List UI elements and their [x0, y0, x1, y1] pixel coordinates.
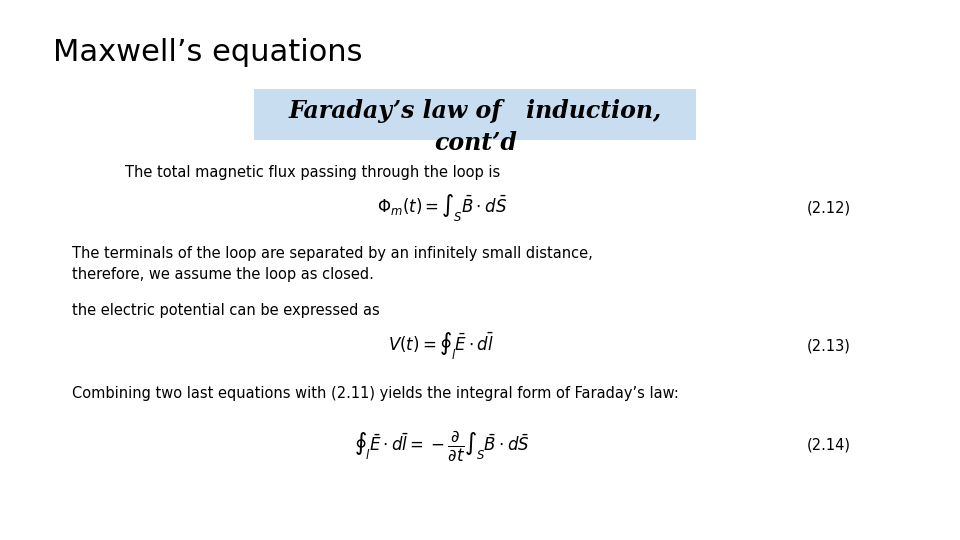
Text: therefore, we assume the loop as closed.: therefore, we assume the loop as closed.: [72, 267, 373, 282]
Text: (2.14): (2.14): [806, 438, 851, 453]
Text: $\oint_l \bar{E} \cdot d\bar{l} = -\dfrac{\partial}{\partial t} \int_S \bar{B} \: $\oint_l \bar{E} \cdot d\bar{l} = -\dfra…: [354, 428, 529, 463]
Text: Combining two last equations with (2.11) yields the integral form of Faraday’s l: Combining two last equations with (2.11)…: [72, 386, 679, 401]
Text: (2.12): (2.12): [806, 200, 851, 215]
Text: Faraday’s law of   induction,: Faraday’s law of induction,: [289, 99, 661, 123]
Text: the electric potential can be expressed as: the electric potential can be expressed …: [72, 303, 380, 319]
Text: The terminals of the loop are separated by an infinitely small distance,: The terminals of the loop are separated …: [72, 246, 592, 261]
Text: $\Phi_m(t) = \int_S \bar{B} \cdot d\bar{S}$: $\Phi_m(t) = \int_S \bar{B} \cdot d\bar{…: [376, 192, 507, 224]
Text: Maxwell’s equations: Maxwell’s equations: [53, 38, 362, 67]
Text: cont’d: cont’d: [434, 131, 516, 155]
Text: (2.13): (2.13): [806, 338, 851, 353]
Text: The total magnetic flux passing through the loop is: The total magnetic flux passing through …: [125, 165, 500, 180]
FancyBboxPatch shape: [254, 89, 696, 140]
Text: $V(t) = \oint_l \bar{E} \cdot d\bar{l}$: $V(t) = \oint_l \bar{E} \cdot d\bar{l}$: [389, 330, 494, 361]
